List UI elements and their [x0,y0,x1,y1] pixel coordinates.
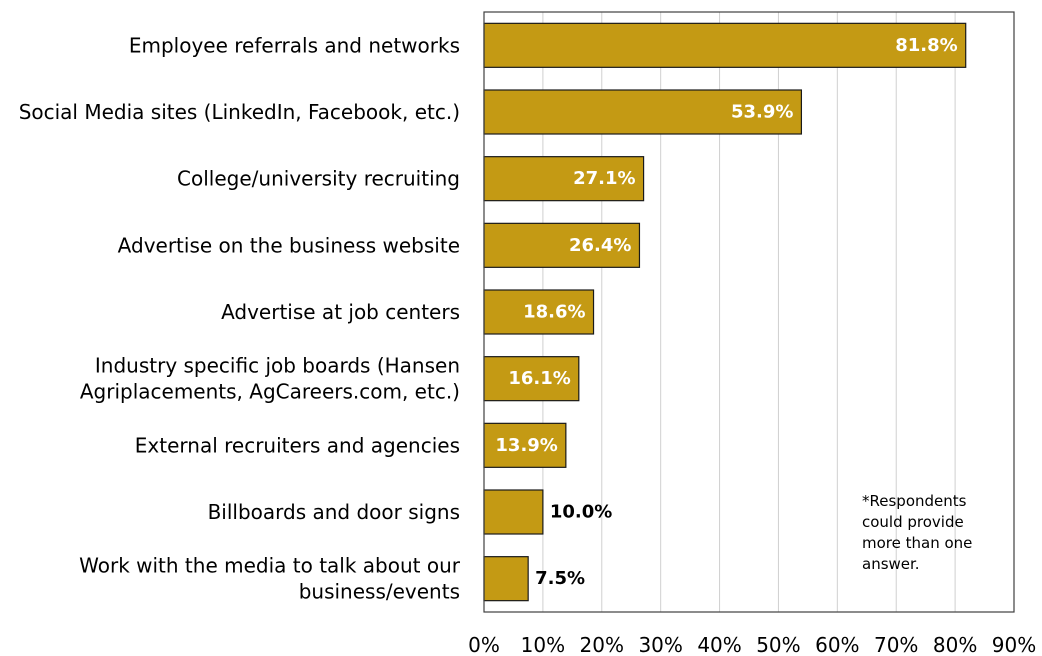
x-axis-tick-labels: 0% 10% 20% 30% 40% 50% 60% 70% 80% 90% [468,633,1036,656]
bar-3 [483,156,645,202]
category-label-4: Advertise on the business website [118,233,460,257]
x-tick-label-10: 10% [521,633,565,656]
note-line-1: *Respondents [862,492,967,510]
x-tick-label-30: 30% [638,633,682,656]
category-label-line: Billboards and door signs [208,500,460,524]
plot-frame [483,11,1015,613]
category-label-line: Social Media sites (LinkedIn, Facebook, … [19,100,460,124]
category-label-line: College/university recruiting [177,167,460,191]
bars [483,22,967,602]
bar-1 [483,22,967,68]
category-label-line: business/events [299,580,460,604]
category-label-line: Agriplacements, AgCareers.com, etc.) [80,380,460,404]
value-label-3: 27.1% [573,168,635,189]
x-tick-label-20: 20% [580,633,624,656]
value-label-6: 16.1% [508,368,570,389]
category-label-line: Employee referrals and networks [129,33,460,57]
category-label-line: Industry specific job boards (Hansen [95,354,460,378]
category-label-8: Billboards and door signs [208,500,460,524]
bar-8 [483,489,544,535]
value-labels: 81.8% 53.9% 27.1% 26.4% 18.6% 16.1% 13.9% 10.0%… [495,35,957,589]
x-tick-label-50: 50% [756,633,800,656]
bar-6 [483,356,580,402]
category-label-line: Advertise on the business website [118,233,460,257]
bar-9 [483,556,529,602]
value-label-1: 81.8% [895,35,957,56]
x-tick-label-80: 80% [933,633,977,656]
x-tick-label-0: 0% [468,633,500,656]
bar-7 [483,422,567,468]
bar-5 [483,289,595,335]
value-label-8: 10.0% [550,502,612,523]
category-label-9: Work with the media to talk about our bus… [79,554,461,604]
value-label-9: 7.5% [535,568,585,589]
category-label-3: College/university recruiting [177,167,460,191]
category-label-line: Advertise at job centers [221,300,460,324]
note-line-4: answer. [862,555,920,573]
value-label-5: 18.6% [523,302,585,323]
bar-4 [483,222,641,268]
category-label-2: Social Media sites (LinkedIn, Facebook, … [19,100,460,124]
bar-2 [483,89,803,135]
value-label-7: 13.9% [495,435,557,456]
x-tick-label-40: 40% [697,633,741,656]
category-label-1: Employee referrals and networks [129,33,460,57]
value-label-2: 53.9% [731,102,793,123]
x-tick-label-70: 70% [874,633,918,656]
category-label-line: Work with the media to talk about our [79,554,461,578]
respondents-note: *Respondents could provide more than one an… [862,492,972,573]
category-label-5: Advertise at job centers [221,300,460,324]
note-line-3: more than one [862,534,972,552]
category-labels: Employee referrals and networks Social Me… [19,33,461,603]
category-label-7: External recruiters and agencies [135,433,460,457]
x-tick-label-90: 90% [992,633,1036,656]
note-line-2: could provide [862,513,964,531]
x-tick-label-60: 60% [815,633,859,656]
category-label-line: External recruiters and agencies [135,433,460,457]
value-label-4: 26.4% [569,235,631,256]
category-label-6: Industry specific job boards (Hansen Agri… [80,354,460,404]
